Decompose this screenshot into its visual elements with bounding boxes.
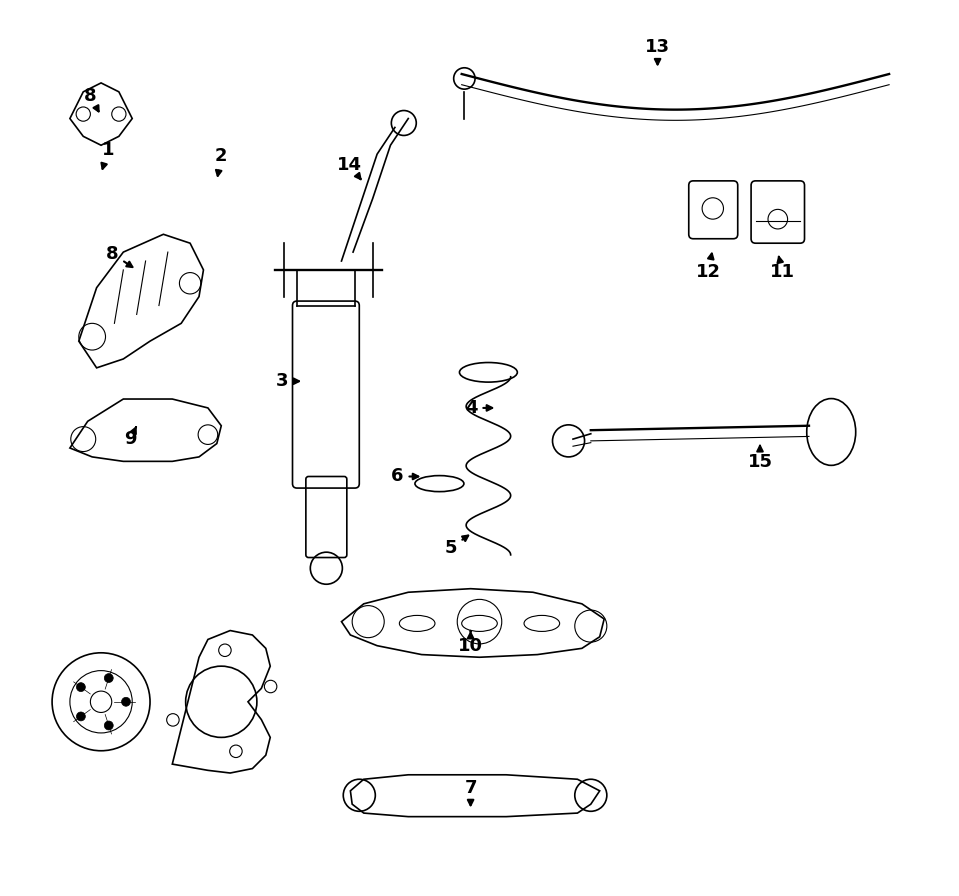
Text: 9: 9 — [125, 427, 137, 448]
Text: 6: 6 — [391, 468, 418, 486]
Text: 2: 2 — [215, 147, 227, 176]
Text: 8: 8 — [106, 245, 132, 267]
Circle shape — [77, 683, 85, 692]
Circle shape — [77, 712, 85, 721]
Text: 10: 10 — [458, 631, 483, 655]
Text: 1: 1 — [102, 141, 114, 168]
Text: 4: 4 — [465, 399, 492, 417]
Text: 8: 8 — [84, 87, 99, 111]
Text: 15: 15 — [747, 446, 773, 471]
Circle shape — [105, 721, 113, 730]
Circle shape — [122, 697, 130, 706]
Text: 5: 5 — [445, 536, 468, 556]
Text: 14: 14 — [337, 156, 362, 179]
Text: 3: 3 — [275, 372, 299, 391]
Circle shape — [105, 674, 113, 683]
Text: 11: 11 — [770, 256, 795, 280]
Text: 7: 7 — [464, 780, 477, 806]
Text: 13: 13 — [645, 39, 670, 65]
Text: 12: 12 — [696, 254, 721, 280]
